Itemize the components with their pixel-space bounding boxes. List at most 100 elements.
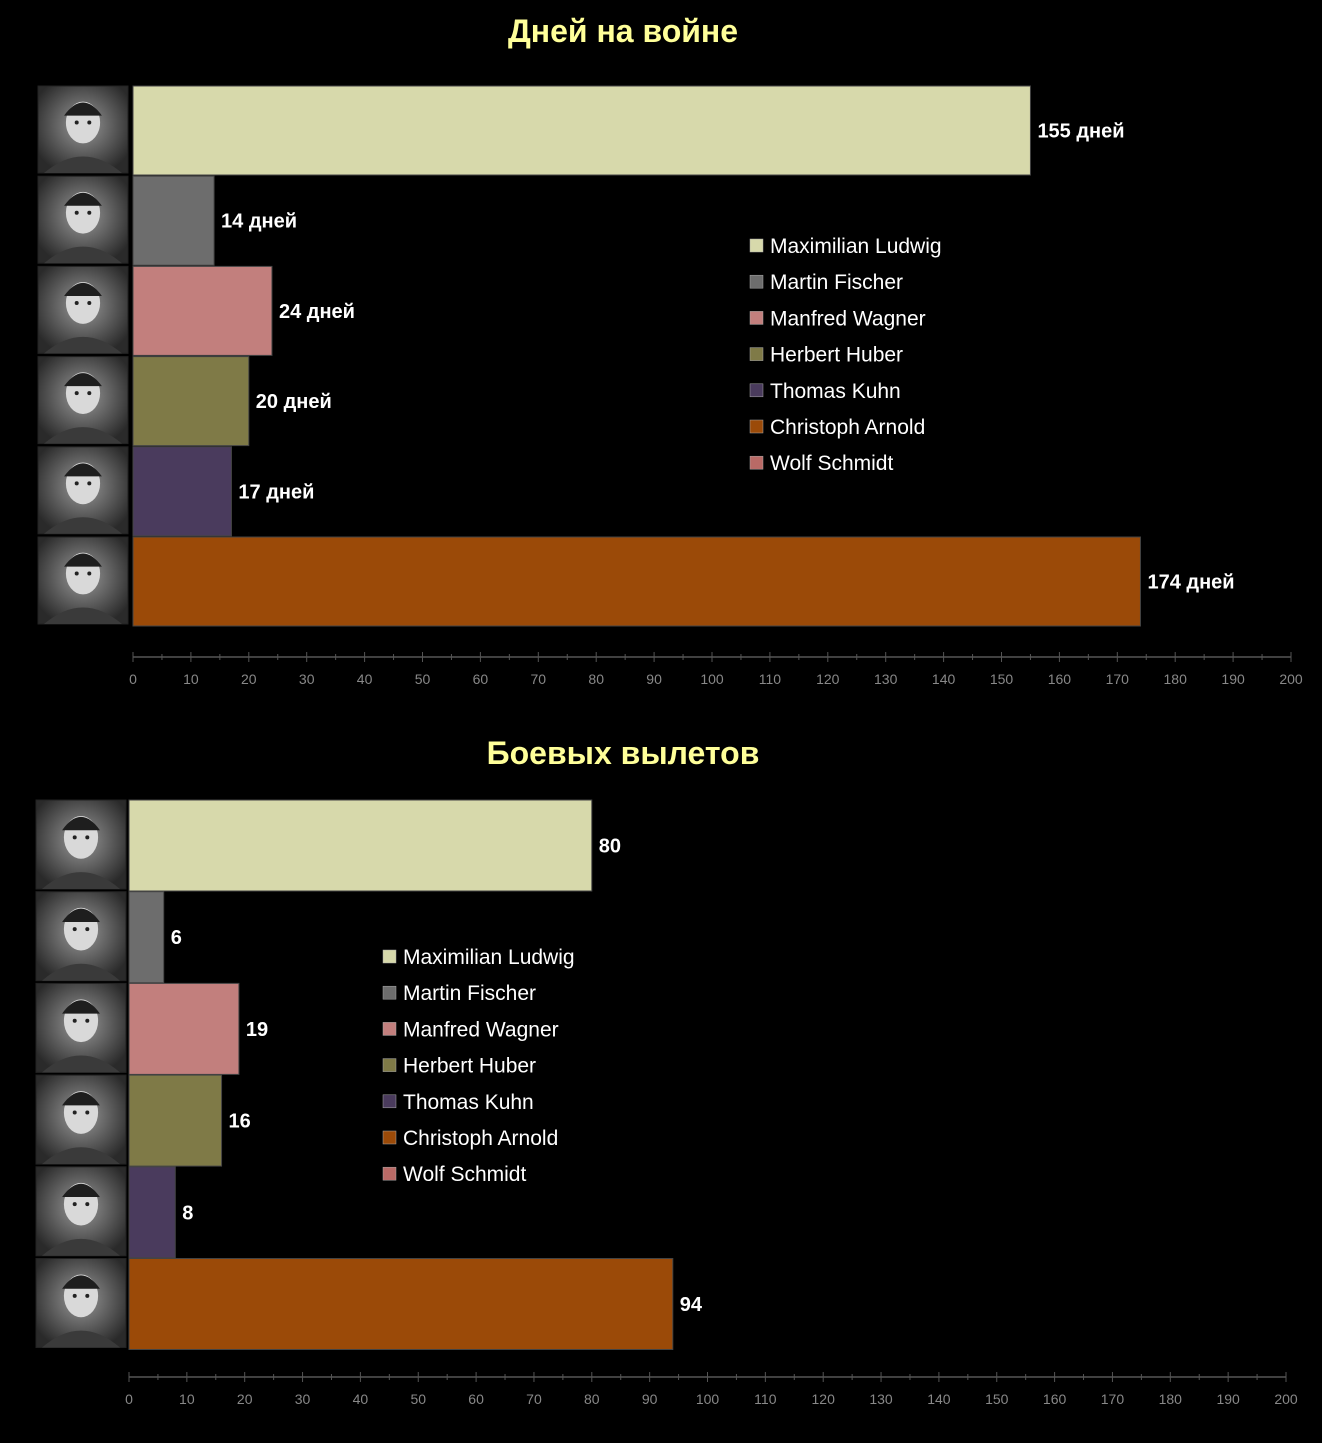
legend-item-herbert-huber: Herbert Huber (382, 1055, 536, 1078)
legend-label: Christoph Arnold (770, 416, 925, 439)
tick-label: 200 (1279, 671, 1303, 687)
tick-label: 20 (241, 671, 257, 687)
bar-row-thomas-kuhn: 17 дней (37, 446, 314, 537)
legend-swatch (382, 1094, 397, 1109)
bar-martin-fischer (128, 891, 165, 984)
legend: Maximilian Ludwig Martin Fischer Manfred W… (749, 235, 942, 475)
legend-label: Christoph Arnold (403, 1127, 558, 1150)
bar-row-manfred-wagner: 19 (35, 982, 268, 1075)
legend-label: Manfred Wagner (403, 1018, 559, 1041)
chart-days-at-war: Дней на войне 155 дней 14 дней 24 дней 20 дн… (0, 0, 1322, 720)
tick-label: 190 (1221, 671, 1245, 687)
bar-row-herbert-huber: 16 (35, 1074, 251, 1167)
legend-swatch (749, 347, 764, 361)
portrait-photo-icon (35, 1074, 127, 1165)
data-label: 8 (182, 1202, 193, 1224)
legend-swatch (382, 1166, 397, 1181)
portrait-photo-icon (37, 85, 129, 174)
tick-label: 140 (927, 1391, 951, 1407)
legend-item-maximilian-ludwig: Maximilian Ludwig (749, 235, 942, 258)
legend-swatch (749, 455, 764, 470)
tick-label: 0 (129, 671, 137, 687)
legend-item-manfred-wagner: Manfred Wagner (749, 307, 926, 330)
legend-label: Martin Fischer (770, 271, 903, 294)
tick-label: 0 (125, 1391, 133, 1407)
bar-maximilian-ludwig (132, 85, 1031, 176)
bar-herbert-huber (128, 1074, 223, 1167)
tick-label: 180 (1164, 671, 1188, 687)
portrait-photo-icon (35, 1258, 127, 1348)
tick-label: 80 (588, 671, 604, 687)
tick-label: 120 (812, 1391, 836, 1407)
tick-label: 60 (468, 1391, 484, 1407)
x-axis: 0 10 20 30 40 50 60 70 80 90 100 110 120 130 140 150 160… (125, 1372, 1298, 1407)
tick-label: 90 (642, 1391, 658, 1407)
legend-item-thomas-kuhn: Thomas Kuhn (382, 1091, 534, 1114)
tick-label: 200 (1274, 1391, 1298, 1407)
legend-swatch (382, 985, 397, 1000)
tick-label: 110 (759, 671, 782, 687)
legend-label: Herbert Huber (403, 1055, 536, 1078)
legend-label: Thomas Kuhn (770, 380, 901, 403)
tick-label: 60 (473, 671, 489, 687)
legend-item-martin-fischer: Martin Fischer (749, 271, 903, 294)
chart-combat-sorties: Боевых вылетов 80 6 19 16 8 94 0 10 20 30 40 50 60 70 8… (0, 720, 1322, 1438)
tick-label: 120 (816, 671, 840, 687)
tick-label: 100 (696, 1391, 720, 1407)
portrait-photo-icon (35, 1166, 127, 1257)
legend-swatch (382, 1130, 397, 1145)
legend-label: Wolf Schmidt (770, 452, 893, 475)
portrait-photo-icon (35, 799, 127, 890)
legend: Maximilian Ludwig Martin Fischer Manfred W… (382, 946, 575, 1186)
chart-title: Боевых вылетов (487, 735, 760, 771)
tick-label: 150 (985, 1391, 1009, 1407)
legend-label: Maximilian Ludwig (403, 946, 575, 969)
data-label: 174 дней (1147, 572, 1234, 594)
legend-swatch (382, 1022, 397, 1036)
tick-label: 70 (531, 671, 547, 687)
tick-label: 30 (299, 671, 315, 687)
legend-item-wolf-schmidt: Wolf Schmidt (749, 452, 893, 475)
tick-label: 50 (410, 1391, 426, 1407)
tick-label: 110 (754, 1391, 777, 1407)
bar-row-christoph-arnold: 174 дней (37, 536, 1235, 627)
bar-martin-fischer (132, 175, 215, 266)
bar-christoph-arnold (128, 1258, 674, 1350)
legend-label: Herbert Huber (770, 344, 903, 367)
bar-row-christoph-arnold: 94 (35, 1258, 703, 1350)
tick-label: 10 (183, 671, 199, 687)
chart-svg-sorties: Боевых вылетов 80 6 19 16 8 94 0 10 20 30 40 50 60 70 8… (35, 735, 1298, 1407)
portrait-photo-icon (37, 175, 129, 264)
bar-herbert-huber (132, 356, 250, 447)
tick-label: 40 (353, 1391, 369, 1407)
legend-swatch (749, 274, 764, 289)
chart-title: Дней на войне (508, 13, 738, 49)
tick-label: 10 (179, 1391, 195, 1407)
bar-row-maximilian-ludwig: 80 (35, 799, 621, 892)
tick-label: 20 (237, 1391, 253, 1407)
tick-label: 190 (1216, 1391, 1240, 1407)
tick-label: 80 (584, 1391, 600, 1407)
data-label: 24 дней (279, 301, 355, 323)
data-label: 94 (680, 1294, 703, 1316)
bar-row-martin-fischer: 14 дней (37, 175, 297, 266)
tick-label: 130 (869, 1391, 893, 1407)
portrait-photo-icon (35, 891, 127, 982)
portrait-photo-icon (37, 356, 129, 445)
chart-svg-days: Дней на войне 155 дней 14 дней 24 дней 20 дн… (37, 13, 1303, 687)
bar-manfred-wagner (128, 982, 240, 1075)
tick-label: 40 (357, 671, 373, 687)
legend-swatch (749, 238, 764, 253)
tick-label: 170 (1106, 671, 1130, 687)
legend-label: Maximilian Ludwig (770, 235, 942, 258)
legend-item-christoph-arnold: Christoph Arnold (749, 416, 925, 439)
data-label: 80 (599, 836, 621, 858)
bar-manfred-wagner (132, 265, 273, 356)
legend-label: Martin Fischer (403, 982, 536, 1005)
legend-item-manfred-wagner: Manfred Wagner (382, 1018, 559, 1041)
portrait-photo-icon (37, 265, 129, 354)
legend-item-thomas-kuhn: Thomas Kuhn (749, 380, 901, 403)
tick-label: 150 (990, 671, 1014, 687)
tick-label: 90 (646, 671, 662, 687)
data-label: 17 дней (238, 481, 314, 503)
